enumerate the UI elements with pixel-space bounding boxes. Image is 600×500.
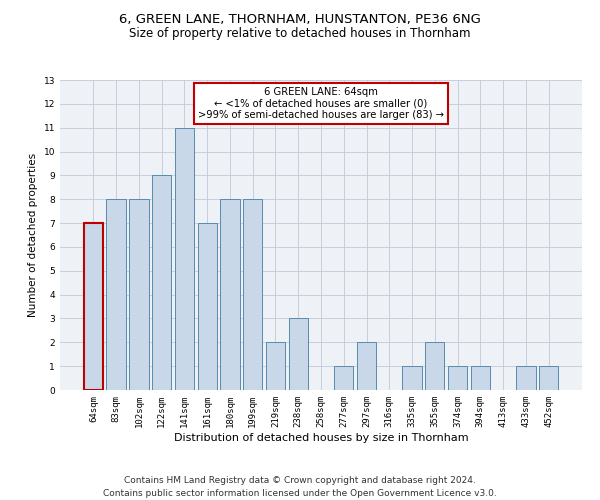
- Text: 6, GREEN LANE, THORNHAM, HUNSTANTON, PE36 6NG: 6, GREEN LANE, THORNHAM, HUNSTANTON, PE3…: [119, 12, 481, 26]
- Bar: [106, 199, 126, 390]
- Bar: [152, 176, 172, 390]
- Bar: [539, 366, 558, 390]
- Bar: [289, 318, 308, 390]
- Bar: [266, 342, 285, 390]
- Bar: [220, 199, 239, 390]
- Bar: [84, 223, 103, 390]
- Bar: [197, 223, 217, 390]
- Bar: [175, 128, 194, 390]
- Bar: [243, 199, 262, 390]
- Bar: [516, 366, 536, 390]
- Bar: [448, 366, 467, 390]
- X-axis label: Distribution of detached houses by size in Thornham: Distribution of detached houses by size …: [173, 432, 469, 442]
- Y-axis label: Number of detached properties: Number of detached properties: [28, 153, 38, 317]
- Text: Contains HM Land Registry data © Crown copyright and database right 2024.
Contai: Contains HM Land Registry data © Crown c…: [103, 476, 497, 498]
- Bar: [334, 366, 353, 390]
- Bar: [357, 342, 376, 390]
- Bar: [470, 366, 490, 390]
- Text: 6 GREEN LANE: 64sqm
← <1% of detached houses are smaller (0)
>99% of semi-detach: 6 GREEN LANE: 64sqm ← <1% of detached ho…: [198, 87, 444, 120]
- Bar: [403, 366, 422, 390]
- Bar: [129, 199, 149, 390]
- Text: Size of property relative to detached houses in Thornham: Size of property relative to detached ho…: [129, 28, 471, 40]
- Bar: [425, 342, 445, 390]
